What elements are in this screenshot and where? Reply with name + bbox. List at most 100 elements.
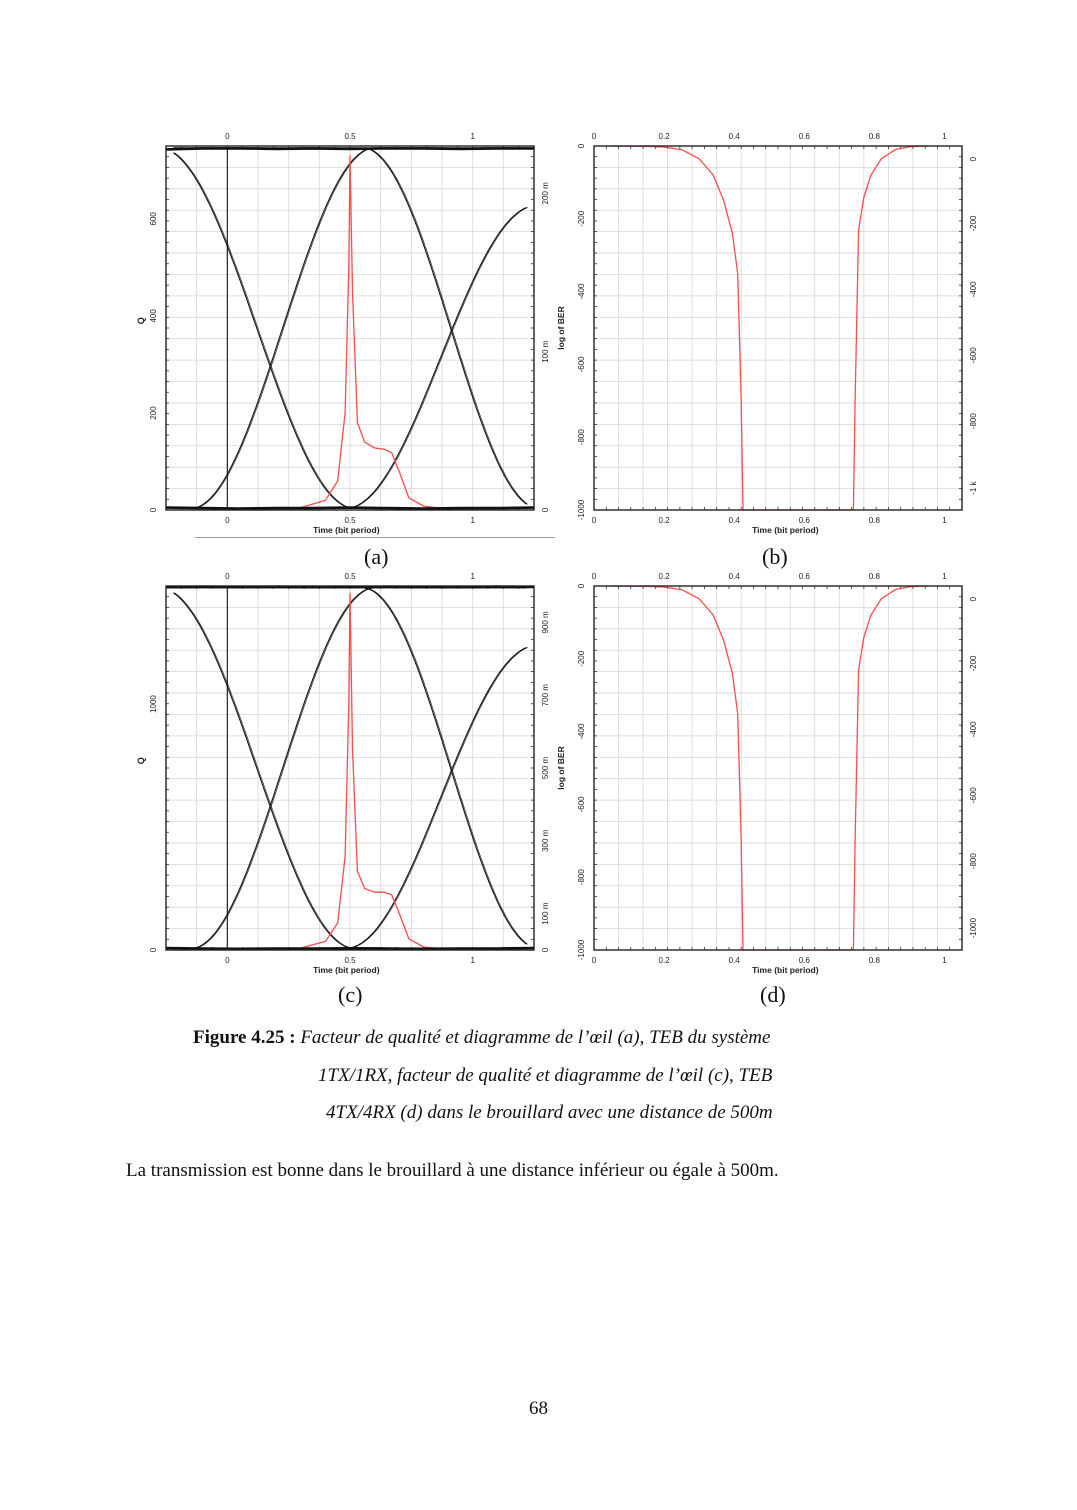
left-tick-label: -800 bbox=[577, 869, 586, 886]
y-axis-label: log of BER bbox=[556, 306, 566, 349]
right-tick-label: 0 bbox=[969, 596, 978, 601]
bottom-tick-label: 0.2 bbox=[659, 956, 671, 965]
left-tick-label: -200 bbox=[577, 650, 586, 667]
right-tick-label: 500 m bbox=[541, 757, 550, 780]
plot-frame bbox=[593, 585, 963, 951]
left-tick-label: -1000 bbox=[577, 499, 586, 520]
left-tick-label: 0 bbox=[149, 507, 158, 512]
level-trace-line bbox=[165, 506, 535, 510]
top-tick-label: 0.2 bbox=[659, 572, 671, 581]
caption-line-3: 4TX/4RX (d) dans le brouillard avec une … bbox=[326, 1102, 773, 1123]
bottom-tick-label: 0 bbox=[225, 516, 230, 525]
bottom-tick-label: 0.4 bbox=[729, 956, 741, 965]
bottom-tick-label: 0.5 bbox=[344, 516, 356, 525]
bottom-tick-label: 0.6 bbox=[799, 516, 811, 525]
q-factor-line bbox=[239, 155, 473, 511]
top-tick-label: 0 bbox=[225, 132, 230, 141]
bottom-tick-label: 0.8 bbox=[869, 956, 881, 965]
top-tick-label: 0.8 bbox=[869, 132, 881, 141]
bottom-tick-label: 1 bbox=[470, 956, 475, 965]
left-tick-label: 0 bbox=[149, 947, 158, 952]
bottom-tick-label: 1 bbox=[942, 956, 947, 965]
top-tick-label: 0.5 bbox=[344, 572, 356, 581]
bottom-tick-label: 0.5 bbox=[344, 956, 356, 965]
panel-label-a: (a) bbox=[364, 544, 389, 569]
y-axis-label: Q bbox=[136, 317, 146, 324]
top-tick-label: 0.6 bbox=[799, 572, 811, 581]
right-tick-label: 0 bbox=[541, 947, 550, 952]
plot-area bbox=[594, 146, 962, 510]
right-tick-label: -400 bbox=[969, 281, 978, 298]
left-tick-label: 600 bbox=[149, 212, 158, 226]
right-tick-label: -600 bbox=[969, 347, 978, 364]
left-tick-label: 0 bbox=[577, 143, 586, 148]
top-tick-label: 0 bbox=[225, 572, 230, 581]
x-axis-label: Time (bit period) bbox=[313, 965, 380, 975]
ber-chart-d: 0 0.2 0.4 0.6 0.8 1 0 0.2 0.4 0.6 0.8 1 0 -200 -400 -60… bbox=[548, 560, 988, 980]
left-tick-label: -800 bbox=[577, 429, 586, 446]
chart-b-svg: 0 0.2 0.4 0.6 0.8 1 0 0.2 0.4 0.6 0.8 1 0 -200 -400 -60… bbox=[556, 132, 978, 535]
grid bbox=[166, 146, 534, 510]
right-tick-label: -1000 bbox=[969, 917, 978, 938]
right-tick-label: -600 bbox=[969, 787, 978, 804]
left-tick-label: -600 bbox=[577, 356, 586, 373]
chart-c-svg: 0 0.5 1 0 0.5 1 0 1000 0 100 m 300 m 500 m 700 m 900 … bbox=[136, 572, 550, 975]
q-factor-line bbox=[611, 145, 928, 511]
panel-label-c: (c) bbox=[338, 982, 363, 1007]
q-factor-line bbox=[239, 592, 473, 951]
top-tick-label: 0.6 bbox=[799, 132, 811, 141]
right-tick-label: -1 k bbox=[969, 480, 978, 494]
top-tick-label: 0.8 bbox=[869, 572, 881, 581]
top-tick-label: 1 bbox=[470, 132, 475, 141]
q-factor-line bbox=[611, 585, 928, 951]
right-tick-label: 0 bbox=[541, 507, 550, 512]
ber-chart-b: 0 0.2 0.4 0.6 0.8 1 0 0.2 0.4 0.6 0.8 1 0 -200 -400 -60… bbox=[548, 120, 988, 540]
right-tick-label: 200 m bbox=[541, 182, 550, 205]
panel-label-b: (b) bbox=[762, 544, 788, 569]
level-trace-line bbox=[165, 946, 535, 951]
page-number: 68 bbox=[529, 1398, 548, 1419]
top-tick-label: 0.4 bbox=[729, 132, 741, 141]
bottom-tick-label: 0.2 bbox=[659, 516, 671, 525]
left-tick-label: 200 bbox=[149, 406, 158, 420]
left-tick-label: 400 bbox=[149, 309, 158, 323]
left-tick-label: -200 bbox=[577, 210, 586, 227]
eye-diagram-chart-c: 0 0.5 1 0 0.5 1 0 1000 0 100 m 300 m 500 m 700 m 900 … bbox=[120, 560, 560, 980]
top-tick-label: 0 bbox=[592, 572, 597, 581]
bottom-tick-label: 0.8 bbox=[869, 516, 881, 525]
top-tick-label: 0.4 bbox=[729, 572, 741, 581]
right-tick-label: 900 m bbox=[541, 611, 550, 634]
grid bbox=[594, 586, 962, 950]
right-tick-label: 100 m bbox=[541, 902, 550, 925]
right-tick-label: -400 bbox=[969, 721, 978, 738]
right-tick-label: 300 m bbox=[541, 829, 550, 852]
bottom-tick-label: 0.4 bbox=[729, 516, 741, 525]
left-tick-label: -400 bbox=[577, 723, 586, 740]
eye-diagram-chart-a: 0 0.5 1 0 0.5 1 0 200 400 600 0 100 m 200 m Time (bit… bbox=[120, 120, 560, 540]
plot-frame bbox=[593, 145, 963, 511]
y-axis-label: log of BER bbox=[556, 746, 566, 789]
level-trace-line bbox=[165, 147, 534, 151]
left-tick-label: -400 bbox=[577, 283, 586, 300]
plot-area bbox=[594, 586, 962, 950]
caption-line-2: 1TX/1RX, facteur de qualité et diagramme… bbox=[318, 1065, 773, 1086]
plot-frame bbox=[165, 145, 535, 511]
bottom-tick-label: 0 bbox=[592, 956, 597, 965]
x-axis-label: Time (bit period) bbox=[752, 965, 819, 975]
chart-a-underline bbox=[195, 537, 555, 538]
bottom-tick-label: 1 bbox=[942, 516, 947, 525]
chart-a-svg: 0 0.5 1 0 0.5 1 0 200 400 600 0 100 m 200 m Time (bit… bbox=[136, 132, 550, 535]
plot-frame bbox=[165, 585, 535, 951]
right-tick-label: -200 bbox=[969, 655, 978, 672]
x-axis-label: Time (bit period) bbox=[313, 525, 380, 535]
caption-line-1: Facteur de qualité et diagramme de l’œil… bbox=[300, 1027, 771, 1048]
top-tick-label: 1 bbox=[470, 572, 475, 581]
left-tick-label: -1000 bbox=[577, 939, 586, 960]
level-trace-line bbox=[165, 585, 535, 589]
right-tick-label: -800 bbox=[969, 413, 978, 430]
right-tick-label: -200 bbox=[969, 215, 978, 232]
left-tick-label: -600 bbox=[577, 796, 586, 813]
right-tick-label: 700 m bbox=[541, 684, 550, 707]
body-paragraph: La transmission est bonne dans le brouil… bbox=[126, 1160, 779, 1181]
y-axis-label: Q bbox=[136, 757, 146, 764]
